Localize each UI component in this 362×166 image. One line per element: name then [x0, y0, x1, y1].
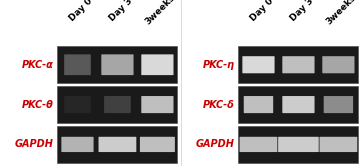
Text: Day 3: Day 3 [288, 0, 315, 23]
Text: Day 3: Day 3 [107, 0, 134, 23]
FancyBboxPatch shape [239, 46, 358, 83]
FancyBboxPatch shape [240, 137, 277, 152]
FancyBboxPatch shape [322, 56, 354, 73]
FancyBboxPatch shape [140, 137, 175, 152]
FancyBboxPatch shape [320, 137, 357, 152]
Text: Day 0: Day 0 [67, 0, 94, 23]
FancyBboxPatch shape [282, 56, 315, 73]
Text: Day 0: Day 0 [248, 0, 275, 23]
FancyBboxPatch shape [324, 96, 353, 113]
Text: PKC-δ: PKC-δ [203, 100, 235, 110]
Text: PKC-α: PKC-α [22, 60, 54, 70]
FancyBboxPatch shape [104, 96, 131, 113]
FancyBboxPatch shape [61, 137, 94, 152]
FancyBboxPatch shape [141, 96, 173, 113]
FancyBboxPatch shape [278, 137, 319, 152]
FancyBboxPatch shape [98, 137, 136, 152]
Text: 3weeks: 3weeks [325, 0, 358, 27]
FancyBboxPatch shape [244, 96, 273, 113]
FancyBboxPatch shape [242, 56, 275, 73]
Text: 3weeks: 3weeks [144, 0, 177, 27]
FancyBboxPatch shape [282, 96, 315, 113]
Text: PKC-η: PKC-η [203, 60, 235, 70]
FancyBboxPatch shape [58, 86, 177, 123]
FancyBboxPatch shape [239, 126, 358, 163]
FancyBboxPatch shape [101, 54, 134, 75]
Text: PKC-θ: PKC-θ [22, 100, 54, 110]
Text: GAPDH: GAPDH [196, 139, 235, 149]
FancyBboxPatch shape [58, 46, 177, 83]
FancyBboxPatch shape [64, 96, 91, 113]
FancyBboxPatch shape [58, 126, 177, 163]
FancyBboxPatch shape [64, 54, 91, 75]
FancyBboxPatch shape [141, 54, 173, 75]
FancyBboxPatch shape [239, 86, 358, 123]
Text: GAPDH: GAPDH [15, 139, 54, 149]
